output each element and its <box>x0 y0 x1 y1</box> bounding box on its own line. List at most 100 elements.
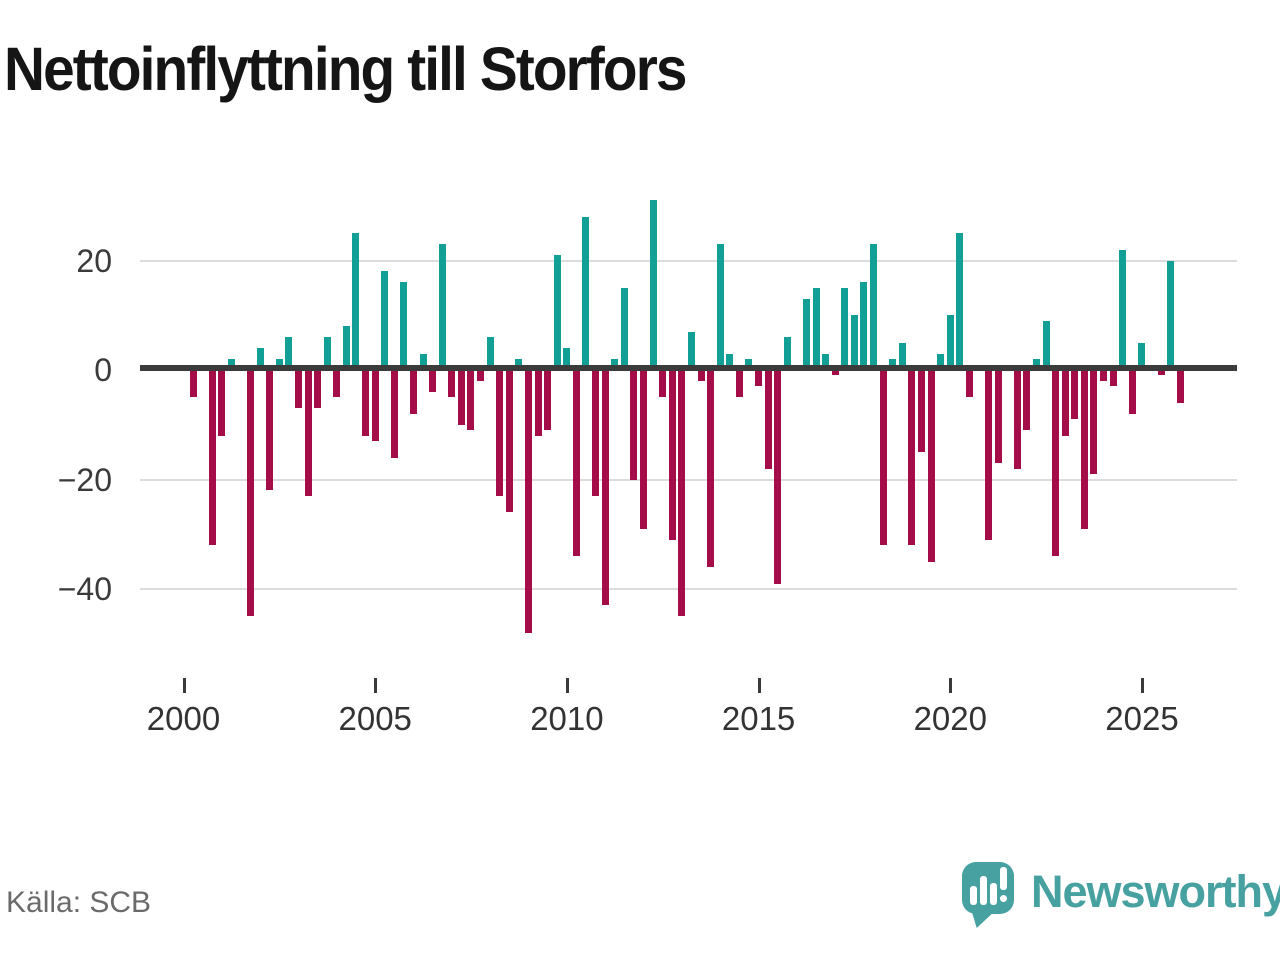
bar-2004-Q2 <box>352 233 360 370</box>
source-note: Källa: SCB <box>6 886 152 919</box>
bar-2023-Q2 <box>1080 370 1088 529</box>
bar-2005-Q2 <box>390 370 398 458</box>
x-axis-label-2000: 2000 <box>146 700 221 737</box>
bar-2006-Q4 <box>448 370 456 398</box>
x-axis-label-2015: 2015 <box>721 700 796 737</box>
bar-2010-Q4 <box>601 370 609 606</box>
bar-2019-Q4 <box>946 315 954 370</box>
bar-2023-Q1 <box>1071 370 1079 420</box>
logo-bar-tall-icon <box>980 876 987 905</box>
bar-2017-Q2 <box>850 315 858 370</box>
x-axis-label-2010: 2010 <box>530 700 604 737</box>
page-title: Nettoinflyttning till Storfors <box>4 35 687 103</box>
bar-2023-Q3 <box>1090 370 1098 475</box>
gridline-y-20 <box>140 478 1237 481</box>
bar-2016-Q4 <box>831 370 839 376</box>
bar-2006-Q2 <box>429 370 437 392</box>
bar-2011-Q2 <box>620 287 628 370</box>
bar-2020-Q2 <box>965 370 973 398</box>
bar-2005-Q1 <box>381 271 389 370</box>
newsworthy-wordmark: Newsworthy <box>1031 866 1280 917</box>
bar-2008-Q1 <box>496 370 504 496</box>
x-axis-tick-2010 <box>565 678 569 693</box>
bar-2001-Q3 <box>247 370 254 617</box>
logo-bar-medium-icon <box>990 883 997 905</box>
bar-2003-Q2 <box>314 370 322 409</box>
logo-bar-short-icon <box>970 886 977 905</box>
bar-2004-Q1 <box>342 326 350 370</box>
bar-2020-Q1 <box>956 233 964 370</box>
bar-2011-Q1 <box>611 359 619 370</box>
logo-exclamation-bar-icon <box>1000 867 1007 890</box>
x-axis-label-2025: 2025 <box>1105 700 1179 737</box>
bar-2015-Q3 <box>783 337 791 370</box>
x-axis-tick-2020 <box>949 678 953 693</box>
bar-2000-Q4 <box>218 370 226 436</box>
bar-2024-Q3 <box>1128 370 1136 414</box>
x-axis-label-2005: 2005 <box>338 700 412 737</box>
bar-2024-Q2 <box>1119 249 1127 370</box>
bar-2017-Q4 <box>870 244 878 370</box>
x-axis-tick-2000 <box>182 678 186 693</box>
bar-2016-Q3 <box>822 353 830 370</box>
bar-2018-Q2 <box>889 359 897 370</box>
bar-2019-Q2 <box>927 370 935 562</box>
bar-2012-Q3 <box>668 370 676 540</box>
y-axis-label--20: −20 <box>57 461 112 498</box>
bar-2001-Q4 <box>256 348 264 370</box>
bar-2021-Q3 <box>1013 370 1021 469</box>
bar-2002-Q2 <box>275 359 283 370</box>
bar-2008-Q3 <box>515 359 523 370</box>
bar-2009-Q1 <box>534 370 542 436</box>
bar-2002-Q4 <box>294 370 302 409</box>
x-axis-tick-2025 <box>1141 678 1144 693</box>
bar-2016-Q2 <box>812 287 820 370</box>
bar-2018-Q3 <box>898 342 906 370</box>
bar-2022-Q1 <box>1032 359 1040 370</box>
y-axis-label-0: 0 <box>94 352 112 388</box>
bar-2014-Q1 <box>726 353 734 370</box>
bar-2024-Q4 <box>1138 342 1146 370</box>
bar-2019-Q3 <box>937 353 945 370</box>
bar-2003-Q1 <box>304 370 312 496</box>
x-axis-tick-2015 <box>757 678 761 693</box>
bar-2025-Q3 <box>1167 260 1175 370</box>
bar-2011-Q3 <box>630 370 638 480</box>
bar-2013-Q3 <box>707 370 715 568</box>
bar-2013-Q2 <box>697 370 705 381</box>
x-axis-tick-2005 <box>374 678 378 693</box>
bar-2011-Q4 <box>639 370 647 529</box>
bar-2010-Q3 <box>592 370 600 496</box>
y-axis-label--40: −40 <box>57 571 112 607</box>
bar-2014-Q3 <box>745 359 753 370</box>
bar-2018-Q4 <box>908 370 916 546</box>
bar-2000-Q1 <box>189 370 197 398</box>
bar-2001-Q1 <box>227 359 235 370</box>
bar-2010-Q1 <box>572 370 580 557</box>
bar-2005-Q3 <box>400 282 408 370</box>
bar-2013-Q4 <box>716 244 724 370</box>
bar-2014-Q2 <box>735 370 743 398</box>
bar-2012-Q4 <box>678 370 686 617</box>
bar-2007-Q4 <box>486 337 494 370</box>
bar-2022-Q4 <box>1061 370 1069 436</box>
bar-2002-Q3 <box>285 337 293 370</box>
bar-2012-Q1 <box>649 200 657 370</box>
bar-2022-Q2 <box>1042 320 1050 370</box>
bar-2016-Q1 <box>802 298 810 370</box>
bar-2012-Q2 <box>659 370 667 398</box>
bar-2003-Q3 <box>323 337 331 370</box>
bar-2006-Q1 <box>419 353 427 370</box>
bar-2003-Q4 <box>333 370 341 398</box>
bar-2021-Q1 <box>994 370 1002 464</box>
bar-2017-Q1 <box>841 287 849 370</box>
bar-2007-Q1 <box>457 370 465 425</box>
bar-2022-Q3 <box>1052 370 1060 557</box>
bar-2018-Q1 <box>879 370 887 546</box>
newsworthy-logo-icon <box>962 862 1014 914</box>
y-axis-label-20: 20 <box>76 242 112 279</box>
bar-2008-Q4 <box>524 370 532 633</box>
bar-2025-Q2 <box>1157 370 1165 376</box>
bar-2024-Q1 <box>1109 370 1117 387</box>
